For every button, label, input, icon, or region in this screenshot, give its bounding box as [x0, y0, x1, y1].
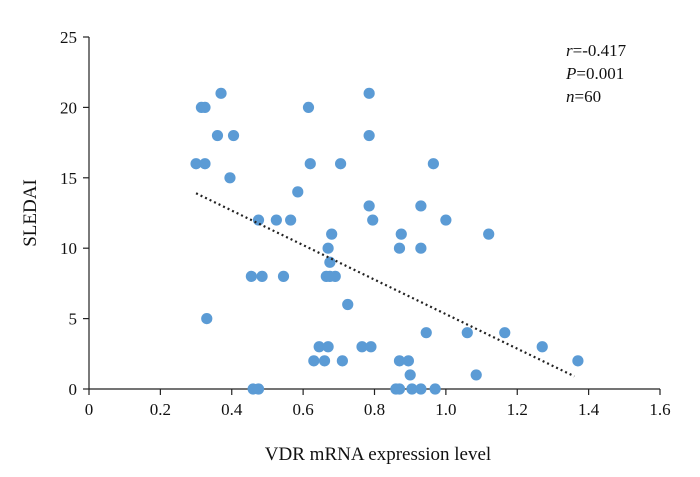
- data-point: [292, 186, 304, 198]
- data-point: [211, 129, 224, 142]
- data-point: [440, 214, 452, 226]
- data-point: [365, 341, 377, 353]
- data-point: [395, 228, 407, 240]
- data-point: [190, 158, 202, 170]
- data-point: [322, 242, 334, 254]
- data-point: [199, 158, 211, 170]
- data-point: [429, 383, 441, 395]
- data-point: [245, 270, 257, 282]
- data-point: [270, 214, 282, 226]
- y-tick-label: 0: [69, 380, 78, 399]
- stat-key: r: [566, 41, 573, 60]
- data-point: [342, 298, 354, 311]
- data-point: [252, 383, 265, 395]
- data-point: [318, 355, 331, 367]
- x-tick-label: 0.2: [150, 400, 171, 419]
- y-tick-label: 15: [60, 169, 77, 188]
- trendline-group: [195, 192, 575, 378]
- data-point: [304, 158, 316, 170]
- data-point: [393, 383, 406, 395]
- data-point: [415, 383, 427, 395]
- y-tick-label: 20: [60, 98, 77, 117]
- data-point: [324, 270, 336, 282]
- stat-r: r=-0.417: [566, 41, 627, 60]
- data-point: [470, 369, 482, 381]
- data-point: [334, 158, 347, 170]
- data-point: [427, 158, 439, 170]
- y-axis-ticks: 0 5 10 15 20 25: [60, 28, 89, 399]
- data-point: [256, 270, 268, 282]
- data-point: [324, 256, 336, 268]
- x-tick-label: 0.6: [293, 400, 314, 419]
- data-point: [199, 101, 211, 113]
- data-points: [190, 87, 584, 395]
- data-point: [336, 355, 348, 367]
- x-tick-label: 0: [85, 400, 94, 419]
- stat-n: n=60: [566, 87, 601, 106]
- data-point: [201, 313, 213, 325]
- data-point: [420, 327, 432, 339]
- data-point: [326, 228, 338, 240]
- data-point: [367, 214, 379, 226]
- data-point: [277, 270, 290, 282]
- x-axis-ticks: 0 0.2 0.4 0.6 0.8 1.0 1.2 1.4 1.6: [85, 389, 671, 419]
- data-point: [393, 242, 406, 254]
- x-tick-label: 1.2: [507, 400, 528, 419]
- stat-value: =60: [575, 87, 602, 106]
- x-tick-label: 1.4: [578, 400, 600, 419]
- x-tick-label: 0.4: [221, 400, 243, 419]
- data-point: [483, 228, 495, 240]
- x-axis-title: VDR mRNA expression level: [265, 444, 491, 465]
- x-tick-label: 0.8: [364, 400, 385, 419]
- stat-key: P: [565, 64, 576, 83]
- data-point: [461, 327, 473, 339]
- data-point: [363, 200, 375, 212]
- y-tick-label: 25: [60, 28, 77, 47]
- data-point: [406, 383, 418, 395]
- data-point: [402, 355, 415, 367]
- data-point: [536, 341, 548, 353]
- stat-value: =-0.417: [573, 41, 627, 60]
- x-tick-label: 1.6: [649, 400, 670, 419]
- stat-value: =0.001: [576, 64, 624, 83]
- y-axis-title: SLEDAI: [20, 179, 41, 247]
- data-point: [313, 341, 325, 353]
- y-tick-label: 10: [60, 239, 77, 258]
- data-point: [415, 242, 427, 254]
- trendline: [195, 192, 575, 378]
- data-point: [415, 200, 427, 212]
- data-point: [404, 369, 416, 381]
- data-point: [393, 355, 406, 367]
- y-tick-label: 5: [69, 310, 78, 329]
- data-point: [356, 341, 368, 353]
- data-point: [224, 172, 236, 184]
- data-point: [285, 214, 297, 226]
- data-point: [322, 341, 334, 353]
- data-point: [572, 355, 584, 367]
- data-point: [252, 214, 265, 226]
- data-point: [227, 129, 240, 142]
- x-tick-label: 1.0: [435, 400, 456, 419]
- stat-P: P=0.001: [565, 64, 624, 83]
- data-point: [499, 327, 511, 339]
- stat-key: n: [566, 87, 575, 106]
- data-point: [302, 101, 315, 113]
- data-point: [308, 355, 320, 367]
- data-point: [363, 129, 375, 142]
- data-point: [363, 87, 375, 99]
- data-point: [215, 87, 227, 99]
